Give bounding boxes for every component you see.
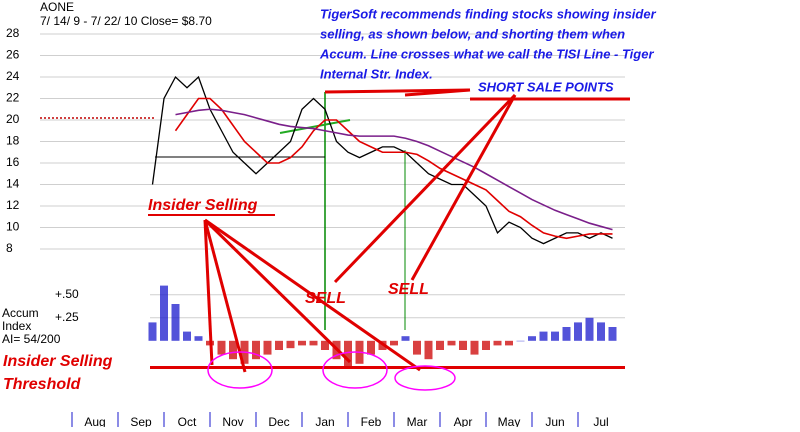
annotations: SHORT SALE POINTS Insider Selling SELL S… (3, 6, 657, 393)
y-tick-label: 16 (6, 155, 20, 169)
y-tick-label: 20 (6, 112, 20, 126)
y-tick-label: 12 (6, 198, 20, 212)
accum-bar (459, 340, 467, 350)
accum-bar (413, 340, 421, 355)
x-tick-label: Oct (178, 415, 197, 427)
y-tick-label: 24 (6, 69, 20, 83)
accum-bar (447, 340, 456, 346)
x-tick-label: Jan (315, 415, 334, 427)
x-tick-label: Jun (545, 415, 564, 427)
accum-bar (321, 340, 329, 350)
x-tick-label: Feb (361, 415, 382, 427)
accum-bar (367, 340, 375, 355)
y-tick-label: 14 (6, 177, 20, 191)
accum-bar (309, 340, 318, 346)
plot (148, 75, 625, 369)
accum-bar (574, 322, 582, 341)
accum-bar (275, 340, 283, 350)
y2-tick-label: +.25 (55, 310, 79, 324)
x-tick-label: Dec (268, 415, 289, 427)
insider-label: Insider Selling (148, 197, 258, 214)
short-sale-label: SHORT SALE POINTS (478, 79, 614, 94)
y-tick-label: 10 (6, 220, 20, 234)
accum-bar (436, 340, 444, 350)
accum-bar (424, 340, 433, 360)
panel-label: AI= 54/200 (2, 332, 61, 346)
y2-tick-label: +.50 (55, 287, 79, 301)
accum-bar (229, 340, 237, 360)
accum-bar (482, 340, 490, 350)
accum-bar (194, 336, 203, 341)
x-tick-label: Jul (593, 415, 608, 427)
accum-bar (470, 340, 479, 355)
annotation-lines (148, 88, 630, 373)
accum-bar (390, 340, 398, 346)
accum-bar (160, 285, 168, 341)
note-line: Internal Str. Index. (320, 66, 433, 81)
accum-bar (263, 340, 272, 355)
x-tick-label: Nov (222, 415, 243, 427)
series-line (175, 108, 613, 231)
threshold-label: Insider Selling (3, 353, 113, 370)
accum-bar (401, 336, 410, 341)
highlight-ellipses (207, 351, 456, 391)
accum-bar (585, 317, 594, 341)
panel-label: Index (2, 319, 31, 333)
accum-bar (286, 340, 295, 349)
grid (40, 33, 625, 319)
y-tick-label: 26 (6, 48, 20, 62)
note-line: selling, as shown below, and shorting th… (320, 26, 625, 41)
sell-label: SELL (305, 290, 346, 307)
x-tick-label: May (498, 415, 521, 427)
x-tick-label: Aug (84, 415, 105, 427)
note-line: Accum. Line crosses what we call the TIS… (319, 46, 654, 61)
panel-label: Accum (2, 306, 39, 320)
y-tick-label: 8 (6, 241, 13, 255)
accum-bar (539, 331, 548, 341)
threshold-label: Threshold (3, 376, 82, 393)
series-line (174, 97, 613, 240)
accum-bar (148, 322, 157, 341)
series-line (151, 75, 613, 245)
accum-bar (562, 327, 571, 341)
accum-bar (516, 340, 525, 342)
x-tick-label: Mar (407, 415, 428, 427)
accum-bar (217, 340, 226, 355)
accum-bar (493, 340, 502, 346)
accum-bar (344, 340, 352, 369)
accum-bar (597, 322, 605, 341)
sell-label: SELL (388, 281, 429, 298)
x-tick-label: Sep (130, 415, 152, 427)
accum-bar (608, 327, 617, 341)
accum-bar (252, 340, 260, 360)
accum-bar (298, 340, 306, 346)
accum-bar (171, 304, 180, 341)
y-tick-label: 22 (6, 91, 20, 105)
y-tick-label: 18 (6, 134, 20, 148)
chart-subtitle: 7/ 14/ 9 - 7/ 22/ 10 Close= $8.70 (40, 14, 212, 28)
y-tick-label: 28 (6, 26, 20, 40)
x-tick-label: Apr (454, 415, 473, 427)
note-line: TigerSoft recommends finding stocks show… (320, 6, 657, 21)
accum-bar (528, 336, 536, 341)
chart-title: AONE (40, 0, 74, 14)
accum-bar (183, 331, 191, 341)
accum-bar (551, 331, 559, 341)
accum-bar (505, 340, 513, 346)
